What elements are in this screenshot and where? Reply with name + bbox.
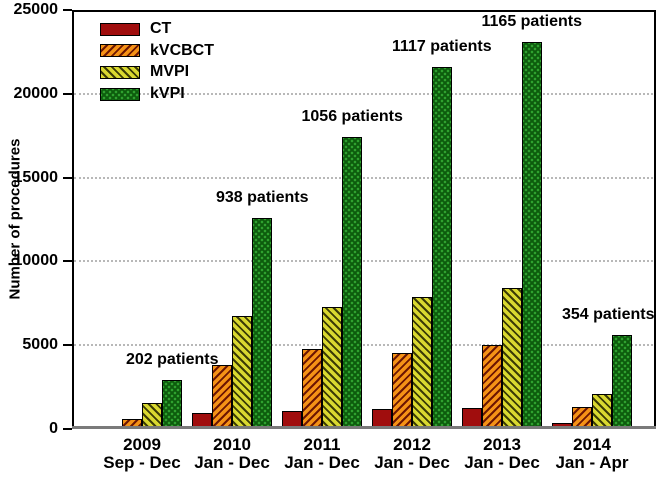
y-tick-25000 (63, 9, 72, 11)
legend-label-MVPI: MVPI (150, 63, 190, 81)
legend-swatch-MVPI (100, 65, 140, 79)
y-axis-title: Number of procedures (6, 138, 24, 300)
legend-swatch-kVPI (100, 87, 140, 101)
x-label-year-2014: 2014 (573, 435, 611, 454)
y-tick-label-10000: 10000 (13, 252, 59, 270)
y-tick-0 (63, 428, 72, 430)
bar-kVPI-2013 (522, 41, 542, 429)
plot-area (72, 10, 656, 429)
bar-kVCBCT-2010 (212, 365, 232, 429)
legend-label-kVCBCT: kVCBCT (150, 41, 215, 59)
annotation-patients-2012: 1117 patients (392, 37, 492, 55)
y-tick-label-15000: 15000 (13, 168, 59, 186)
legend-label-CT: CT (150, 20, 172, 37)
y-tick-15000 (63, 176, 72, 179)
x-axis-line (72, 426, 656, 429)
x-label-months-2014: Jan - Apr (555, 453, 629, 472)
x-label-year-2012: 2012 (393, 435, 431, 454)
x-label-months-2009: Sep - Dec (103, 453, 181, 472)
y-tick-20000 (63, 92, 72, 95)
x-label-months-2012: Jan - Dec (374, 453, 450, 472)
y-tick-label-0: 0 (49, 420, 58, 437)
bar-kVPI-2010 (252, 217, 272, 429)
y-gridline-5000 (74, 344, 653, 347)
bar-MVPI-2010 (232, 315, 252, 429)
annotation-patients-2014: 354 patients (562, 306, 655, 324)
annotation-patients-2010: 938 patients (216, 188, 309, 206)
bar-kVPI-2014 (612, 335, 632, 429)
bar-kVPI-2009 (162, 380, 182, 429)
bar-kVCBCT-2012 (392, 352, 412, 429)
x-label-year-2013: 2013 (483, 435, 521, 454)
x-label-year-2010: 2010 (213, 435, 251, 454)
x-label-year-2011: 2011 (303, 435, 341, 454)
bar-MVPI-2013 (502, 288, 522, 429)
y-gridline-10000 (74, 260, 653, 263)
bar-MVPI-2012 (412, 296, 432, 429)
y-tick-label-25000: 25000 (13, 1, 59, 18)
legend-swatch-kVCBCT (100, 44, 140, 58)
bar-kVPI-2012 (432, 66, 452, 429)
bar-MVPI-2014 (592, 393, 612, 429)
bar-kVCBCT-2011 (302, 348, 322, 429)
annotation-patients-2011: 1056 patients (301, 107, 403, 125)
x-label-year-2009: 2009 (123, 435, 161, 454)
y-tick-label-20000: 20000 (13, 84, 59, 102)
x-label-months-2013: Jan - Dec (464, 453, 540, 472)
x-label-months-2010: Jan - Dec (194, 453, 270, 472)
y-gridline-20000 (74, 92, 653, 95)
y-tick-5000 (63, 344, 72, 347)
bar-kVCBCT-2013 (482, 345, 502, 429)
bar-kVPI-2011 (342, 136, 362, 429)
y-gridline-15000 (74, 176, 653, 179)
legend-label-kVPI: kVPI (150, 85, 185, 103)
x-label-months-2011: Jan - Dec (284, 453, 360, 472)
y-tick-10000 (63, 260, 72, 263)
annotation-patients-2013: 1165 patients (481, 12, 583, 30)
legend-swatch-CT (100, 22, 140, 36)
bar-MVPI-2011 (322, 307, 342, 429)
y-tick-label-5000: 5000 (22, 336, 58, 354)
annotation-patients-2009: 202 patients (126, 351, 219, 369)
